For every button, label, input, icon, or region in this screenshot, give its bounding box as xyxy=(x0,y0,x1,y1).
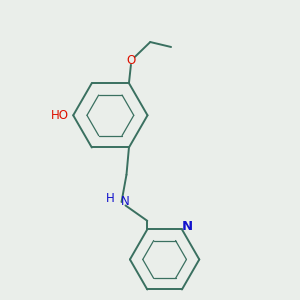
Text: O: O xyxy=(127,54,136,68)
Text: HO: HO xyxy=(51,109,69,122)
Text: N: N xyxy=(121,196,130,208)
Text: H: H xyxy=(106,191,115,205)
Text: N: N xyxy=(181,220,193,233)
